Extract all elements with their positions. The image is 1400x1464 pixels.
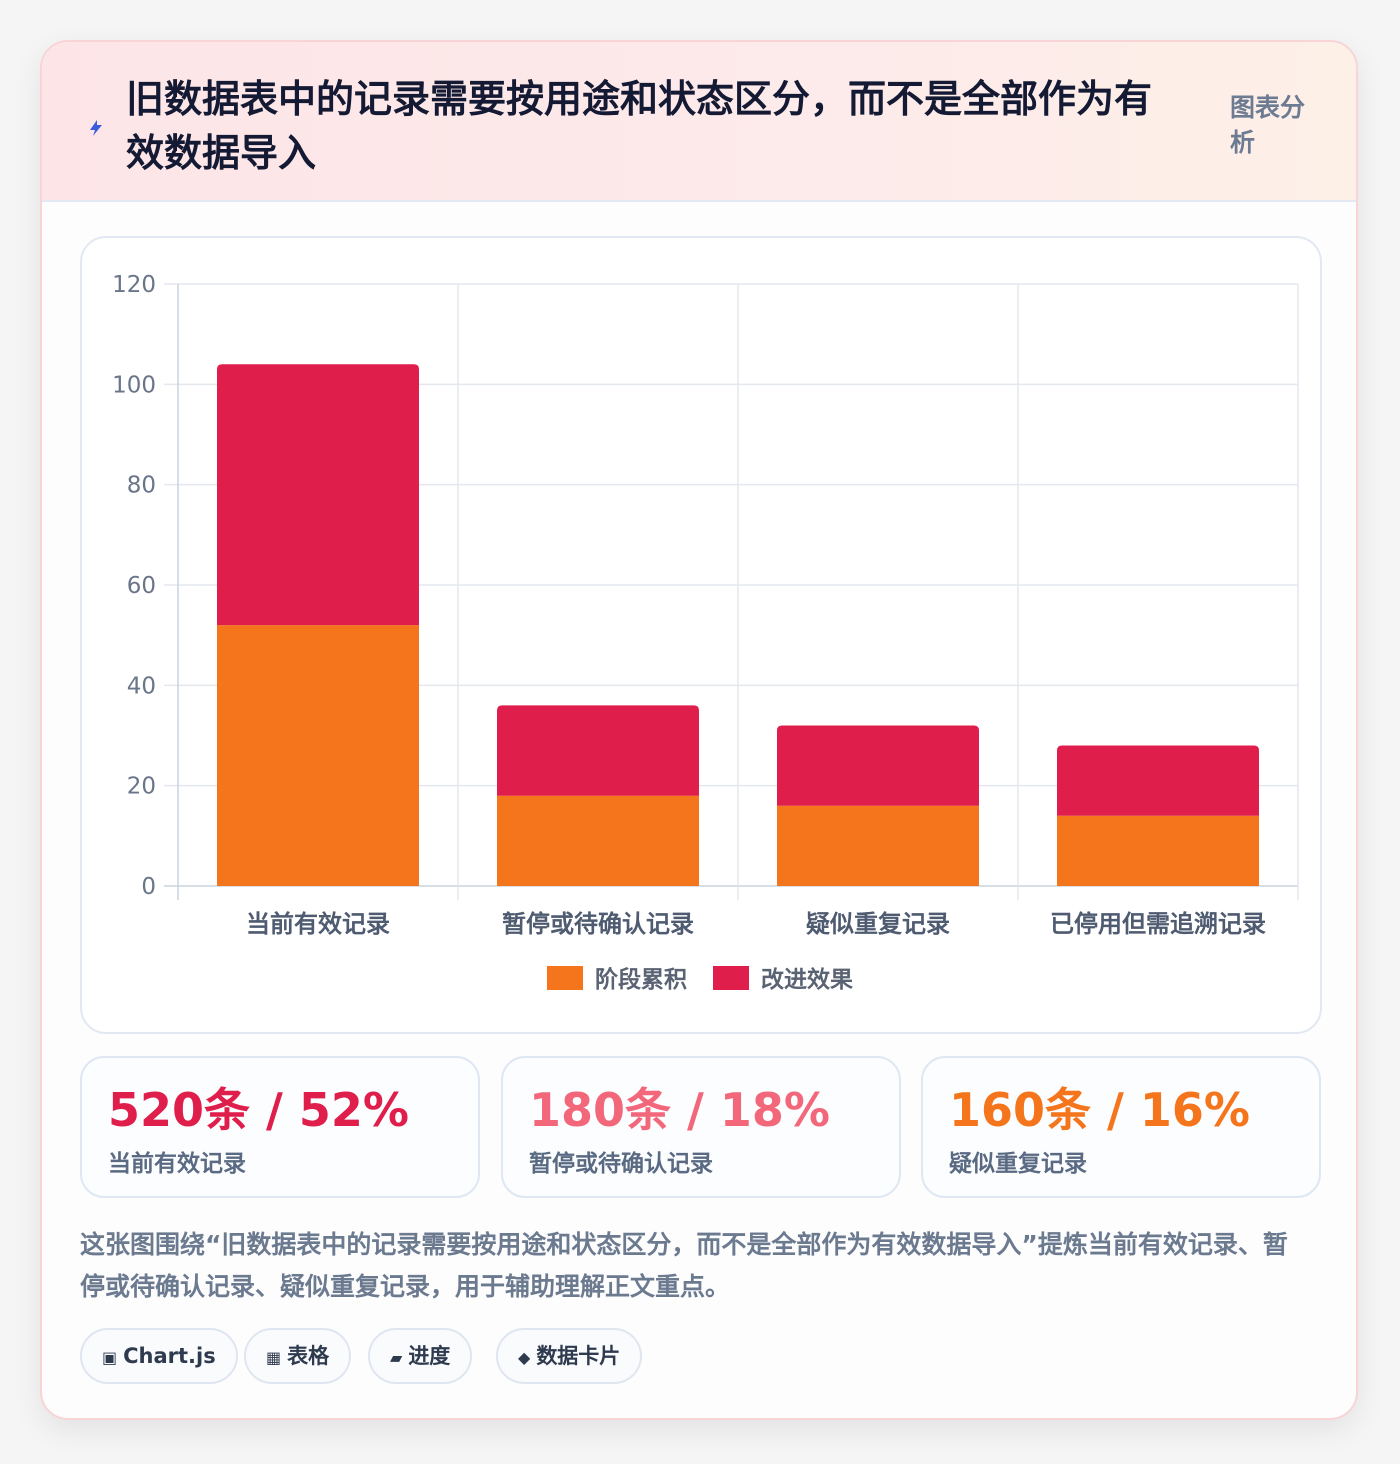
chart-container: 0 20 40 60 80 100 120 当前有效记录 暂停或待确认记录 疑似重复记录 已停用但需… [80, 236, 1322, 1034]
diamond-icon: ◆ [518, 1348, 531, 1367]
bar-segment [1057, 815, 1259, 886]
pill-label: 数据卡片 [536, 1344, 621, 1368]
stat-value: 520条 / 52% [108, 1083, 409, 1137]
legend-label: 改进效果 [761, 966, 853, 993]
y-tick-label: 80 [127, 473, 156, 499]
y-tick-label: 40 [127, 673, 156, 699]
table-icon: ▦ [266, 1348, 282, 1367]
pill-table[interactable]: ▦ 表格 [244, 1328, 352, 1384]
y-tick-label: 20 [127, 774, 156, 800]
x-tick-label: 已停用但需追溯记录 [1050, 910, 1266, 938]
stat-value: 180条 / 18% [529, 1083, 830, 1137]
pill-label: 进度 [408, 1344, 451, 1368]
bar-segment [497, 705, 699, 796]
pill-chartjs[interactable]: ▣ Chart.js [80, 1328, 238, 1384]
stat-label: 疑似重复记录 [949, 1151, 1087, 1177]
bar-segment [777, 725, 979, 806]
bolt-icon [90, 120, 102, 136]
bar-segment [217, 364, 419, 626]
y-tick-label: 100 [112, 372, 156, 398]
y-tick-label: 60 [127, 573, 156, 599]
progress-icon: ▰ [390, 1348, 403, 1367]
x-tick-label: 暂停或待确认记录 [502, 910, 694, 938]
x-tick-label: 疑似重复记录 [806, 910, 950, 938]
legend-label: 阶段累积 [595, 966, 687, 993]
stat-card-pending: 180条 / 18% 暂停或待确认记录 [501, 1056, 901, 1198]
y-tick-label: 0 [141, 874, 156, 900]
pill-label: 表格 [287, 1344, 330, 1368]
pill-label: Chart.js [123, 1344, 216, 1368]
pill-data-card[interactable]: ◆ 数据卡片 [496, 1328, 643, 1384]
stat-label: 当前有效记录 [108, 1151, 246, 1177]
bar-segment [497, 795, 699, 886]
stat-label: 暂停或待确认记录 [529, 1151, 713, 1177]
y-tick-label: 120 [112, 272, 156, 298]
stat-card-duplicate: 160条 / 16% 疑似重复记录 [921, 1056, 1321, 1198]
page-title: 旧数据表中的记录需要按用途和状态区分，而不是全部作为有效数据导入 [126, 77, 1153, 175]
card-header: 旧数据表中的记录需要按用途和状态区分，而不是全部作为有效数据导入 图表分析 [42, 42, 1356, 202]
bar-segment [777, 805, 979, 886]
stacked-bar-chart: 0 20 40 60 80 100 120 当前有效记录 暂停或待确认记录 疑似重复记录 已停用但需… [112, 272, 1299, 993]
chart-icon: ▣ [102, 1348, 118, 1367]
legend-swatch [713, 966, 749, 990]
legend-swatch [547, 966, 583, 990]
stat-card-valid: 520条 / 52% 当前有效记录 [80, 1056, 480, 1198]
chart-analysis-tag: 图表分析 [1230, 93, 1306, 157]
bar-segment [1057, 745, 1259, 816]
chart-card: 旧数据表中的记录需要按用途和状态区分，而不是全部作为有效数据导入 图表分析 0 2… [40, 40, 1358, 1420]
chart-summary: 这张图围绕“旧数据表中的记录需要按用途和状态区分，而不是全部作为有效数据导入”提… [80, 1230, 1288, 1301]
bar-segment [217, 625, 419, 886]
x-tick-label: 当前有效记录 [246, 910, 390, 938]
pill-progress[interactable]: ▰ 进度 [368, 1328, 473, 1384]
stat-value: 160条 / 16% [949, 1083, 1250, 1137]
